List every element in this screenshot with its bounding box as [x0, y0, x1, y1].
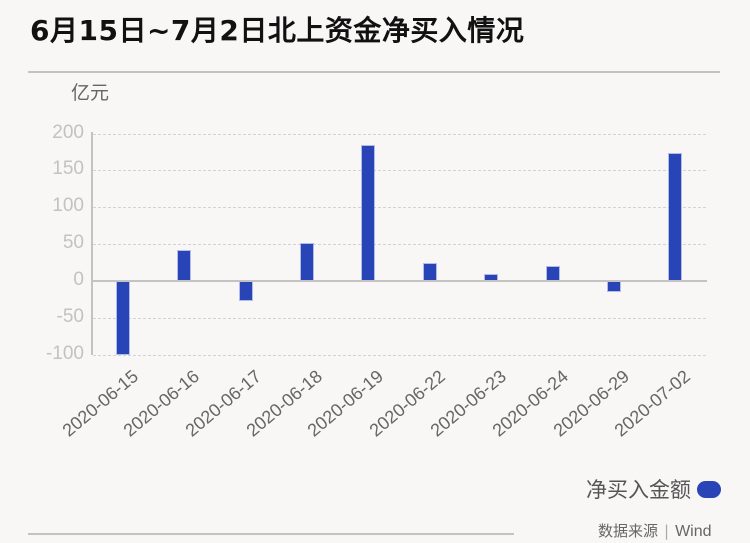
y-tick-label: 200	[52, 122, 84, 143]
y-tick-label: -100	[45, 343, 84, 364]
bar-2020-07-02[interactable]	[669, 154, 681, 281]
y-tick-label: 100	[52, 195, 84, 216]
bar-2020-06-16[interactable]	[178, 251, 190, 281]
gridline	[93, 134, 706, 135]
gridline	[93, 207, 706, 208]
bar-2020-06-17[interactable]	[240, 280, 252, 301]
gridline	[93, 170, 706, 171]
bar-2020-06-22[interactable]	[424, 264, 436, 281]
bar-2020-06-18[interactable]	[301, 243, 313, 281]
gridline	[93, 318, 706, 319]
gridline	[93, 355, 706, 356]
source-label: 数据来源	[598, 522, 659, 540]
gridline	[93, 244, 706, 245]
y-tick-label: 150	[52, 158, 84, 179]
y-tick-label: 50	[62, 232, 84, 253]
bar-2020-06-29[interactable]	[608, 280, 620, 291]
source-name: Wind	[675, 523, 712, 540]
source-separator: |	[664, 522, 670, 540]
legend: 净买入金额	[586, 474, 721, 504]
data-source: 数据来源 | Wind	[598, 520, 712, 541]
y-tick-label: -50	[56, 306, 84, 327]
zero-axis-line	[93, 280, 707, 282]
bar-2020-06-23[interactable]	[485, 274, 497, 281]
legend-label: 净买入金额	[586, 478, 691, 502]
y-axis-unit-label: 亿元	[71, 82, 110, 104]
bar-2020-06-15[interactable]	[117, 280, 129, 355]
bar-2020-06-24[interactable]	[547, 266, 559, 281]
legend-swatch-icon	[697, 480, 721, 498]
y-tick-label: 0	[73, 269, 84, 290]
bar-2020-06-19[interactable]	[362, 145, 374, 281]
title-divider	[28, 71, 720, 73]
chart-title: 6月15日~7月2日北上资金净买入情况	[30, 14, 525, 47]
y-axis-line	[91, 132, 93, 355]
footer-divider	[28, 533, 514, 535]
